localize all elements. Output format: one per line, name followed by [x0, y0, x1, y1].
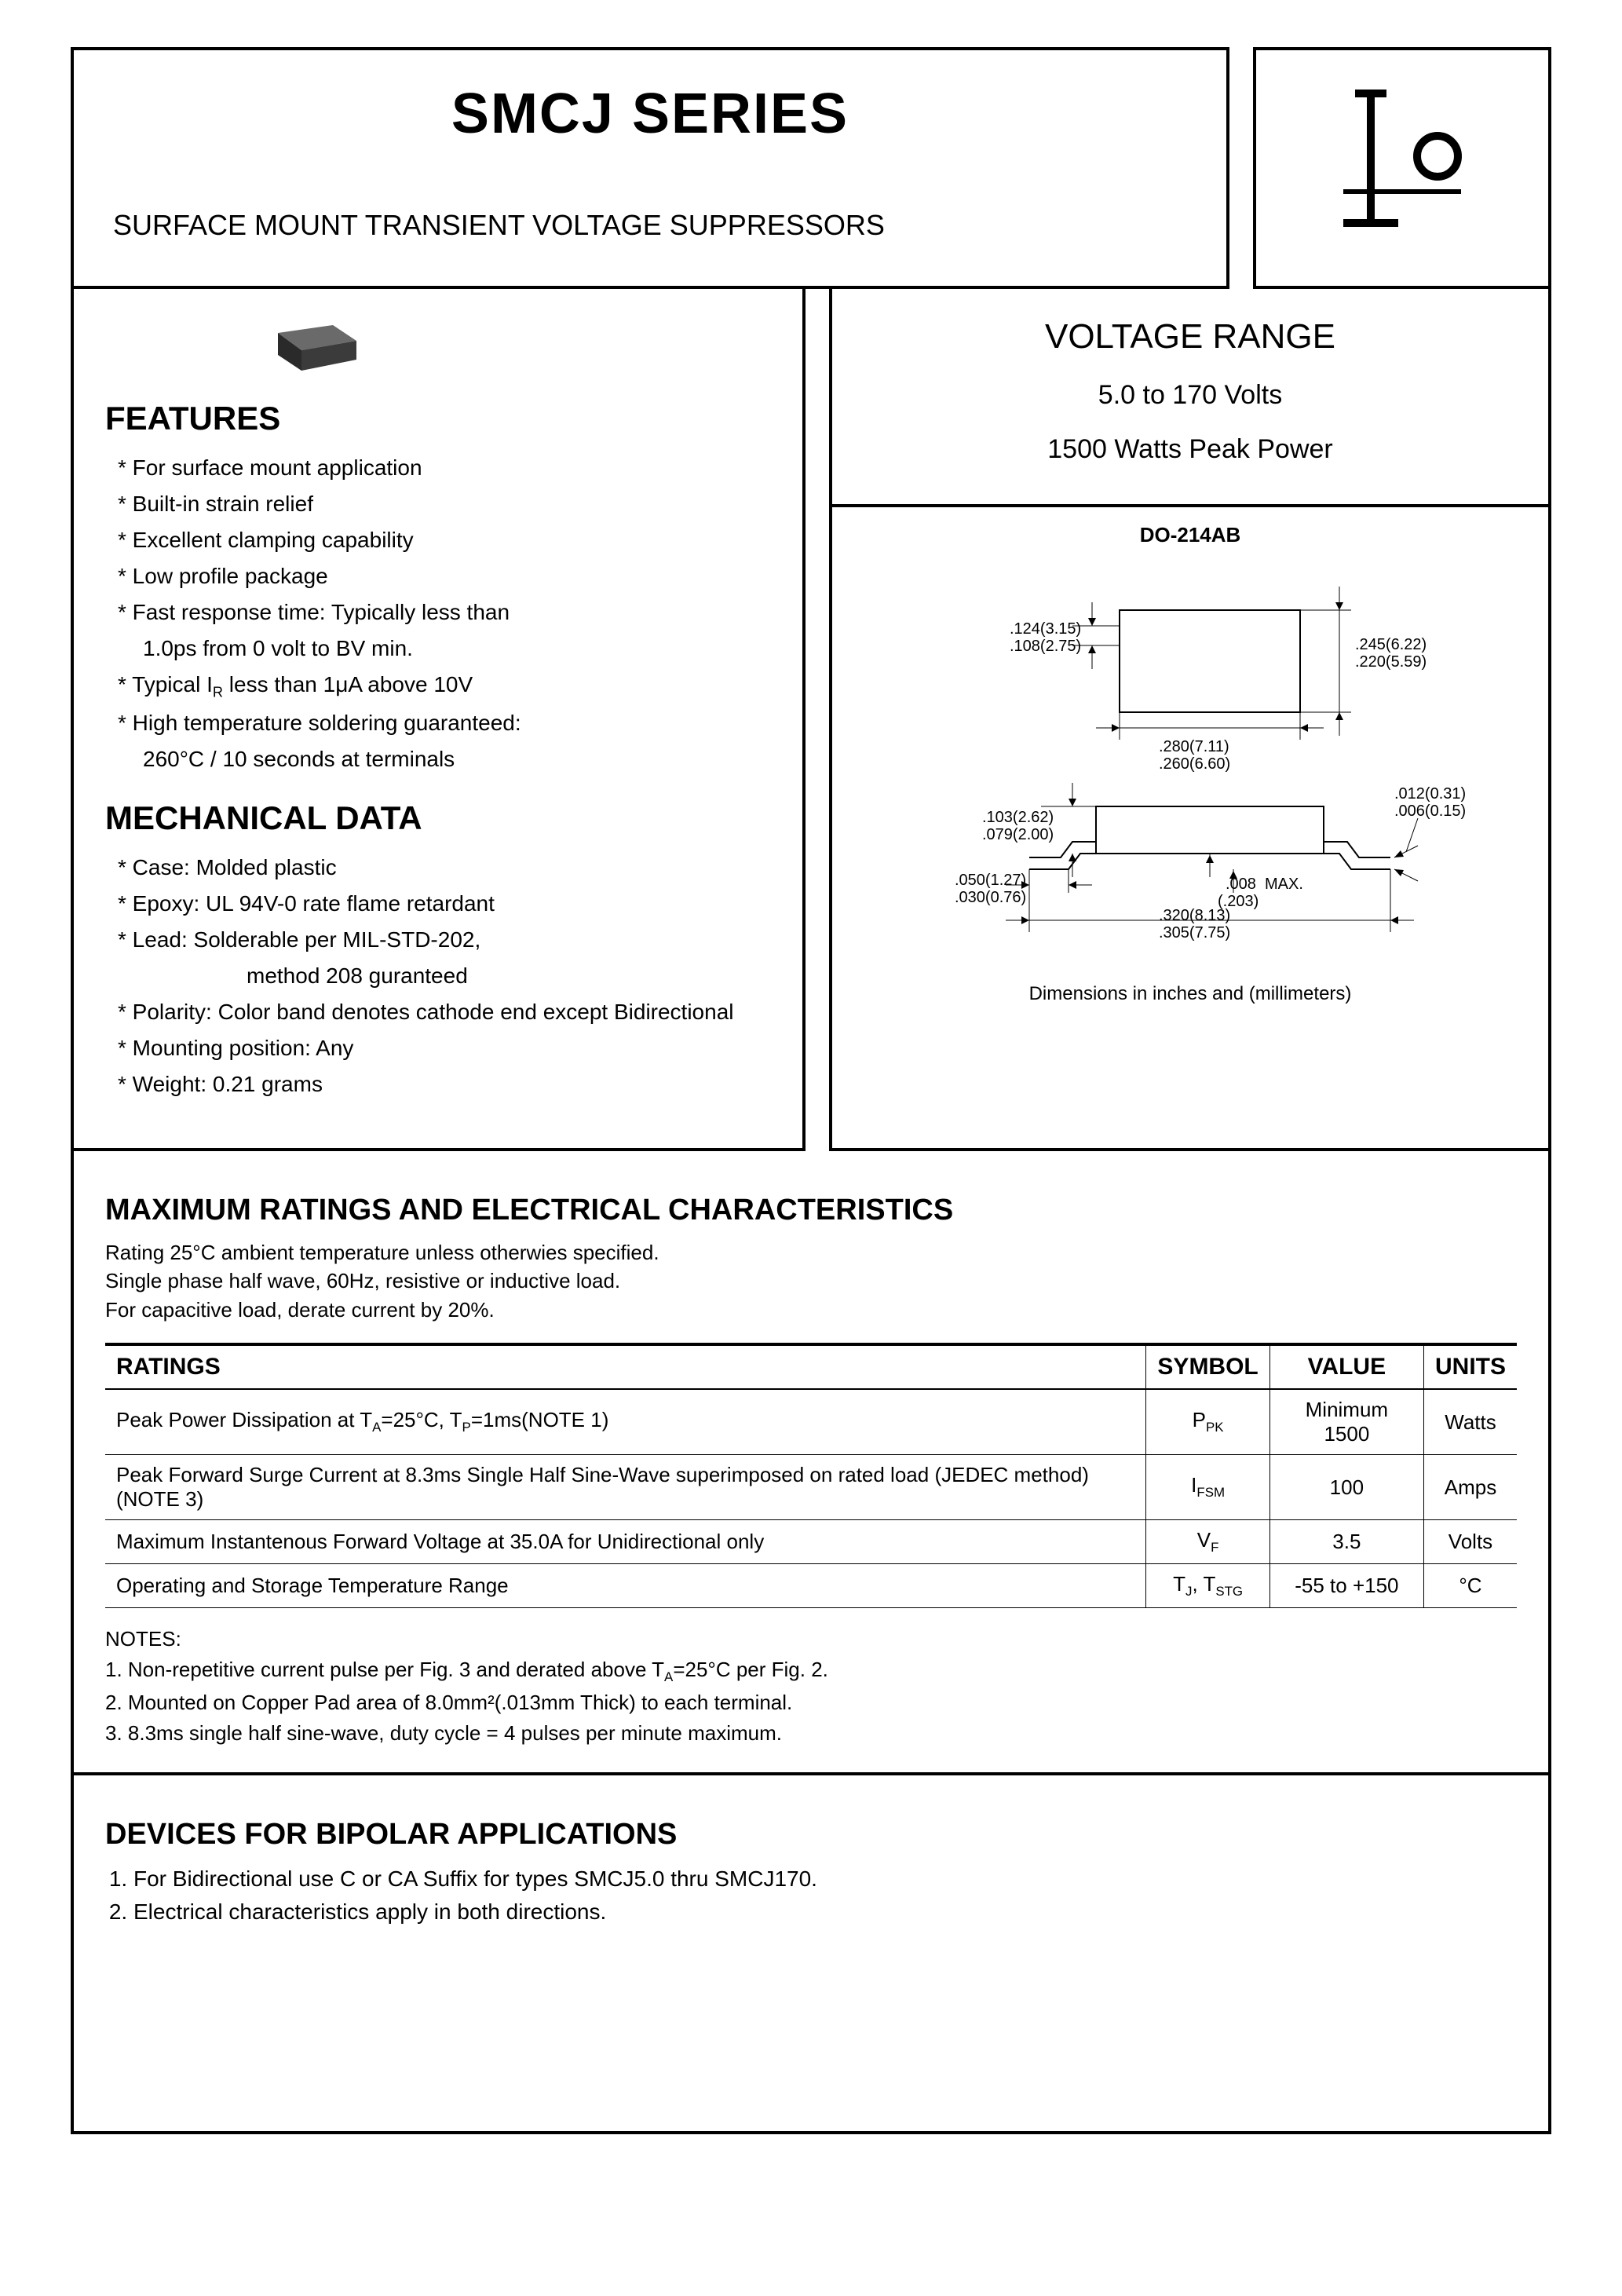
col-units: UNITS	[1423, 1344, 1517, 1389]
product-subtitle: SURFACE MOUNT TRANSIENT VOLTAGE SUPPRESS…	[113, 209, 1187, 242]
list-item: * Lead: Solderable per MIL-STD-202,	[105, 923, 771, 956]
mech-list: * Case: Molded plastic * Epoxy: UL 94V-0…	[105, 851, 771, 1101]
svg-text:.320(8.13): .320(8.13)	[1159, 907, 1230, 924]
svg-text:.305(7.75): .305(7.75)	[1159, 924, 1230, 941]
list-item: For Bidirectional use C or CA Suffix for…	[133, 1863, 1517, 1896]
svg-text:.260(6.60): .260(6.60)	[1159, 755, 1230, 773]
product-title: SMCJ SERIES	[113, 82, 1187, 146]
vrange-power: 1500 Watts Peak Power	[864, 434, 1517, 465]
cell: PPK	[1146, 1389, 1269, 1455]
svg-text:.008: .008	[1226, 876, 1256, 893]
svg-text:.108(2.75): .108(2.75)	[1010, 638, 1081, 655]
svg-text:.124(3.15): .124(3.15)	[1010, 620, 1081, 638]
list-item: * For surface mount application	[105, 452, 771, 484]
svg-text:.103(2.62): .103(2.62)	[982, 809, 1054, 826]
cell: 100	[1269, 1455, 1423, 1520]
list-item: Electrical characteristics apply in both…	[133, 1896, 1517, 1929]
bipolar-list: For Bidirectional use C or CA Suffix for…	[105, 1863, 1517, 1929]
cell: Volts	[1423, 1520, 1517, 1564]
bipolar-heading: DEVICES FOR BIPOLAR APPLICATIONS	[105, 1818, 1517, 1852]
col-symbol: SYMBOL	[1146, 1344, 1269, 1389]
package-diagram-box: DO-214AB .124(3.15) .108(2.75)	[832, 504, 1548, 1148]
brand-logo-icon	[1332, 82, 1473, 254]
ratings-table: RATINGS SYMBOL VALUE UNITS Peak Power Di…	[105, 1343, 1517, 1608]
features-heading: FEATURES	[105, 400, 771, 437]
features-box: FEATURES * For surface mount application…	[71, 286, 806, 1151]
list-item: 1.0ps from 0 volt to BV min.	[105, 632, 771, 665]
list-item: * Epoxy: UL 94V-0 rate flame retardant	[105, 887, 771, 920]
svg-text:.006(0.15): .006(0.15)	[1394, 803, 1465, 820]
svg-text:.280(7.11): .280(7.11)	[1159, 738, 1229, 755]
ratings-box: MAXIMUM RATINGS AND ELECTRICAL CHARACTER…	[71, 1151, 1551, 1775]
chip-icon	[262, 309, 771, 384]
cell: 3.5	[1269, 1520, 1423, 1564]
list-item: 260°C / 10 seconds at terminals	[105, 743, 771, 776]
col-ratings: RATINGS	[105, 1344, 1146, 1389]
list-item: * High temperature soldering guaranteed:	[105, 707, 771, 740]
cell: Maximum Instantenous Forward Voltage at …	[105, 1520, 1146, 1564]
bipolar-box: DEVICES FOR BIPOLAR APPLICATIONS For Bid…	[71, 1775, 1551, 2134]
list-item: * Mounting position: Any	[105, 1032, 771, 1065]
table-row: Peak Forward Surge Current at 8.3ms Sing…	[105, 1455, 1517, 1520]
cell: °C	[1423, 1564, 1517, 1608]
cell: -55 to +150	[1269, 1564, 1423, 1608]
dimensions-caption: Dimensions in inches and (millimeters)	[864, 983, 1517, 1005]
list-item: * Fast response time: Typically less tha…	[105, 596, 771, 629]
package-dimensions-diagram: .124(3.15) .108(2.75) .245(6.22) .220(5.…	[915, 571, 1465, 948]
list-item: * Built-in strain relief	[105, 488, 771, 521]
svg-text:.220(5.59): .220(5.59)	[1355, 653, 1427, 671]
list-item: * Weight: 0.21 grams	[105, 1068, 771, 1101]
mech-heading: MECHANICAL DATA	[105, 799, 771, 837]
cell: Peak Forward Surge Current at 8.3ms Sing…	[105, 1455, 1146, 1520]
ratings-intro: Rating 25°C ambient temperature unless o…	[105, 1238, 1517, 1324]
logo-box	[1253, 47, 1551, 289]
cell: Minimum 1500	[1269, 1389, 1423, 1455]
cell: Operating and Storage Temperature Range	[105, 1564, 1146, 1608]
list-item: * Excellent clamping capability	[105, 524, 771, 557]
cell: Watts	[1423, 1389, 1517, 1455]
package-name: DO-214AB	[864, 523, 1517, 547]
table-row: Operating and Storage Temperature Range …	[105, 1564, 1517, 1608]
cell: IFSM	[1146, 1455, 1269, 1520]
list-item: method 208 guranteed	[105, 960, 771, 993]
table-row: Peak Power Dissipation at TA=25°C, TP=1m…	[105, 1389, 1517, 1455]
svg-text:.079(2.00): .079(2.00)	[982, 826, 1054, 843]
vrange-volts: 5.0 to 170 Volts	[864, 380, 1517, 411]
features-list: * For surface mount application * Built-…	[105, 452, 771, 776]
svg-text:.245(6.22): .245(6.22)	[1355, 636, 1427, 653]
list-item: * Polarity: Color band denotes cathode e…	[105, 996, 771, 1029]
cell: Peak Power Dissipation at TA=25°C, TP=1m…	[105, 1389, 1146, 1455]
list-item: * Low profile package	[105, 560, 771, 593]
table-row: Maximum Instantenous Forward Voltage at …	[105, 1520, 1517, 1564]
cell: TJ, TSTG	[1146, 1564, 1269, 1608]
list-item: * Typical IR less than 1μA above 10V	[105, 668, 771, 704]
col-value: VALUE	[1269, 1344, 1423, 1389]
table-header-row: RATINGS SYMBOL VALUE UNITS	[105, 1344, 1517, 1389]
cell: VF	[1146, 1520, 1269, 1564]
svg-text:.050(1.27): .050(1.27)	[955, 872, 1026, 889]
vrange-heading: VOLTAGE RANGE	[864, 317, 1517, 356]
cell: Amps	[1423, 1455, 1517, 1520]
svg-text:.030(0.76): .030(0.76)	[955, 889, 1026, 906]
voltage-range-box: VOLTAGE RANGE 5.0 to 170 Volts 1500 Watt…	[829, 286, 1551, 1151]
svg-text:MAX.: MAX.	[1265, 876, 1303, 893]
svg-text:.012(0.31): .012(0.31)	[1394, 785, 1465, 803]
header-box: SMCJ SERIES SURFACE MOUNT TRANSIENT VOLT…	[71, 47, 1229, 289]
ratings-heading: MAXIMUM RATINGS AND ELECTRICAL CHARACTER…	[105, 1194, 1517, 1227]
list-item: * Case: Molded plastic	[105, 851, 771, 884]
ratings-notes: NOTES: 1. Non-repetitive current pulse p…	[105, 1624, 1517, 1749]
